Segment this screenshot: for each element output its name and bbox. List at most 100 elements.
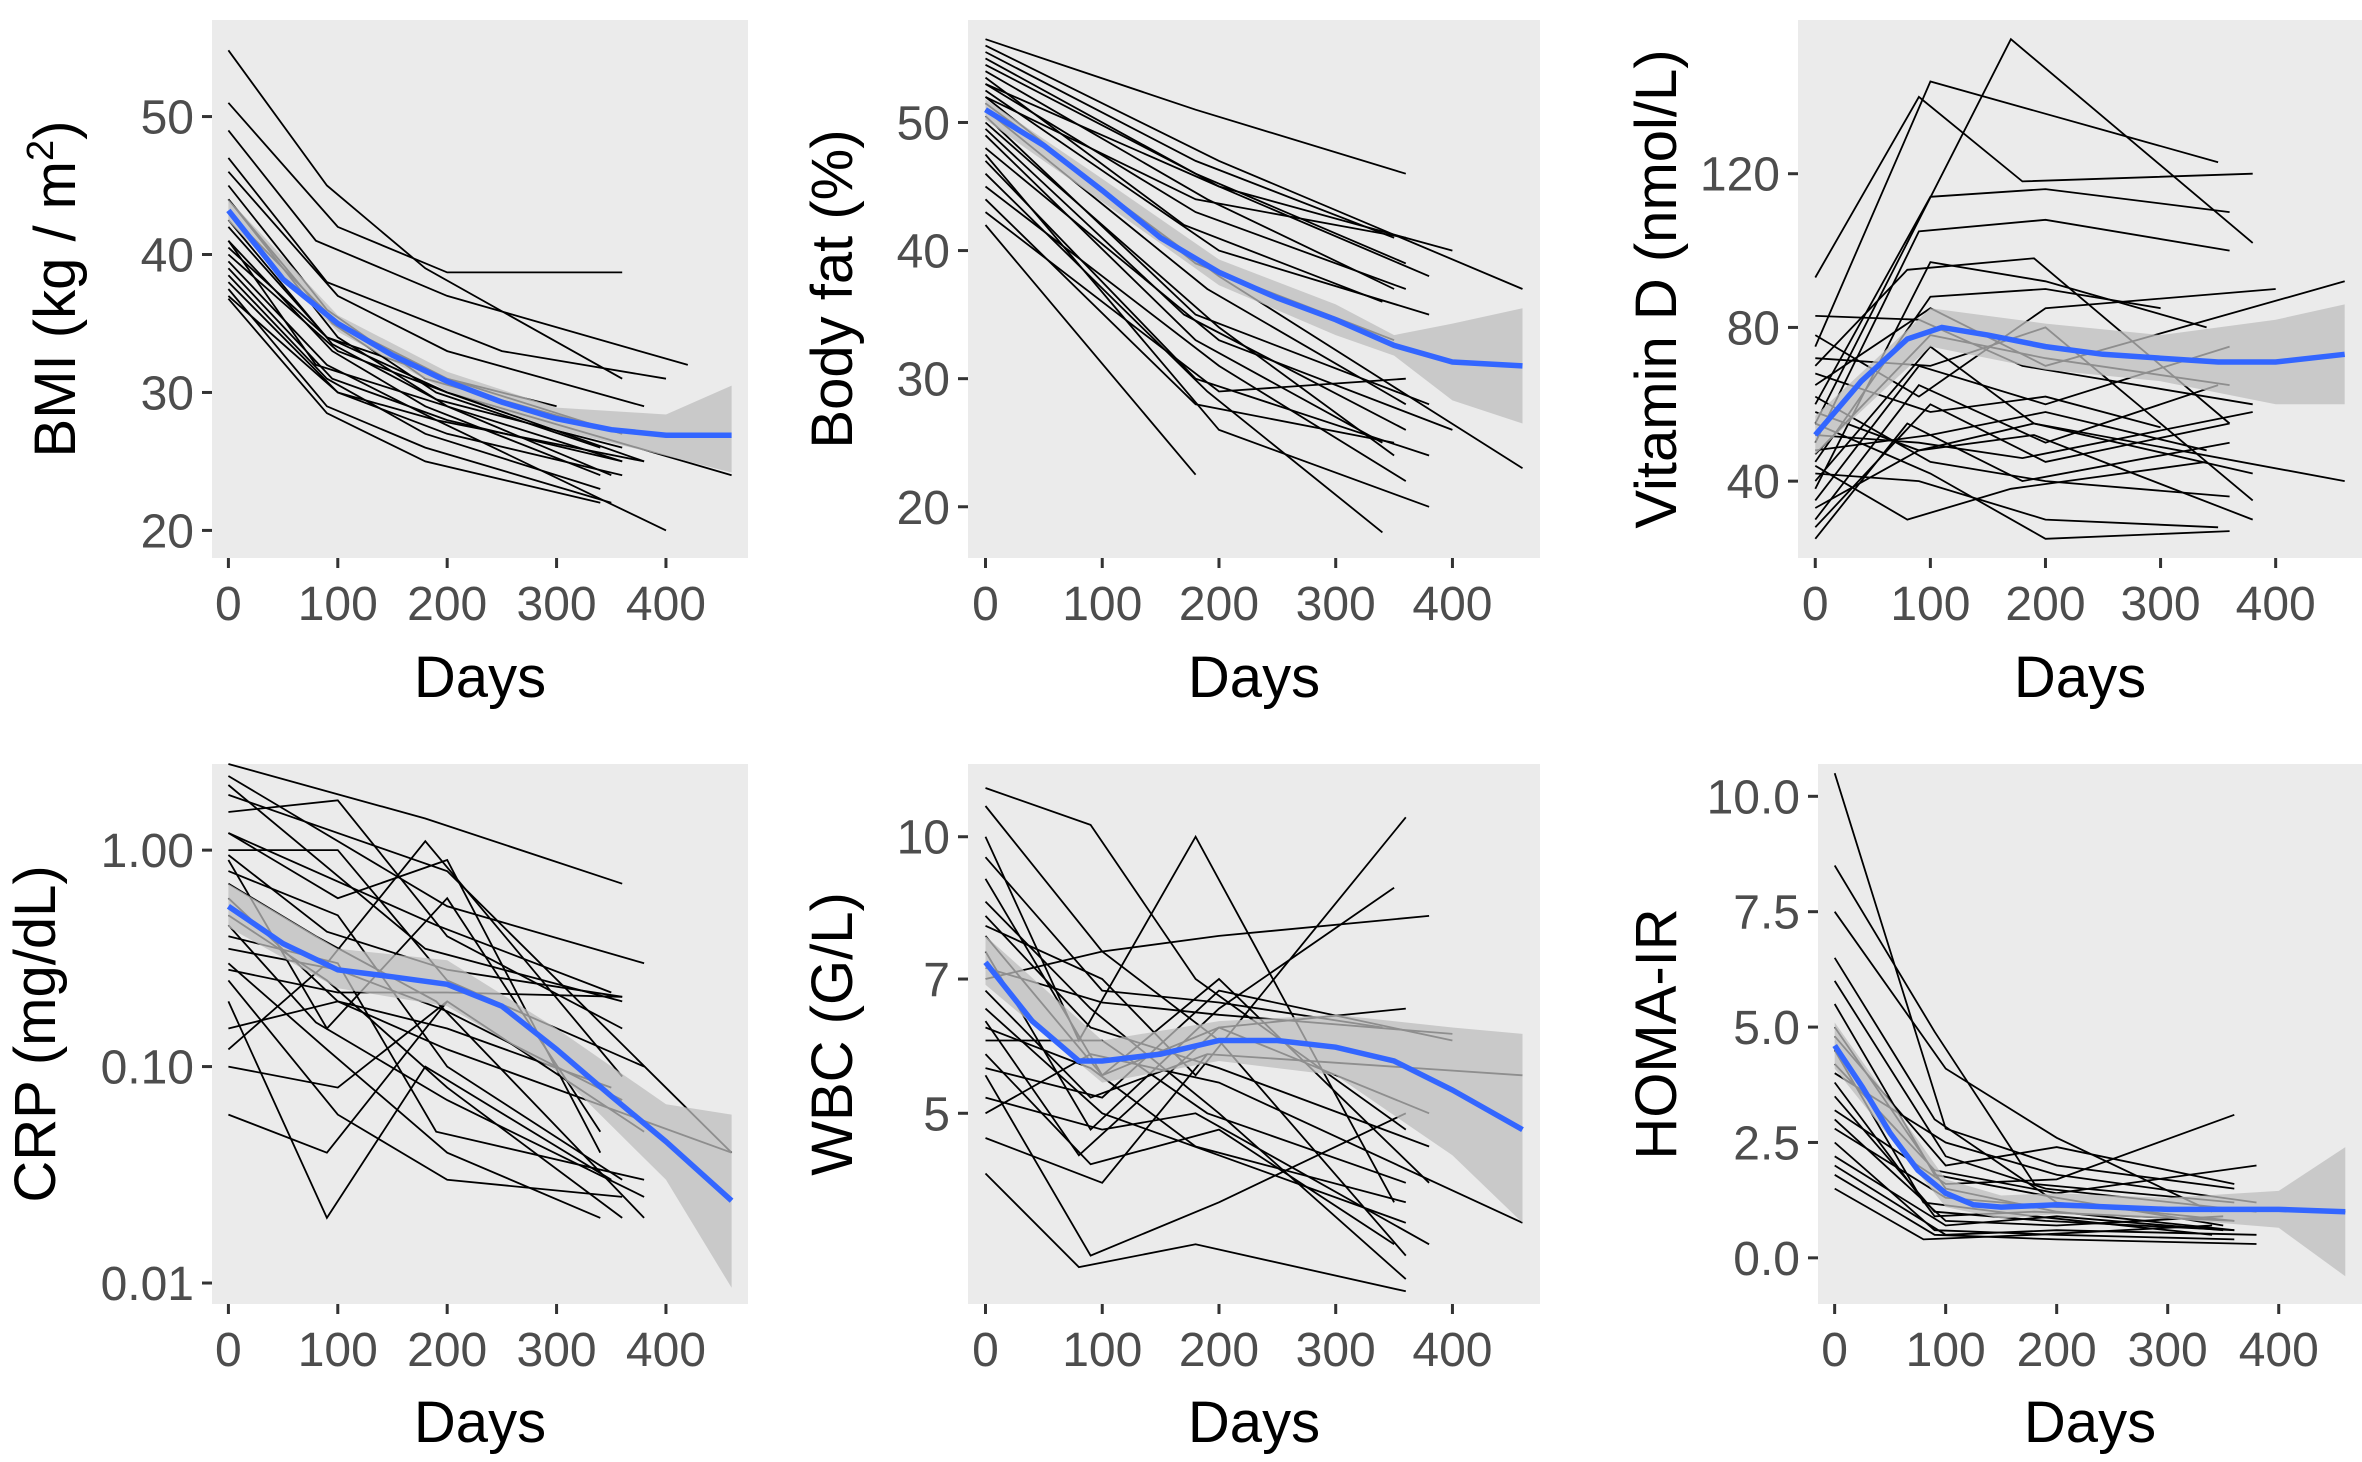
panel-vitamin-d-y-tick-label-2: 120 — [1700, 149, 1780, 202]
panel-body-fat-subject-line-3 — [985, 51, 1395, 239]
panel-bmi-tick-labels: 0 100 200 300 400 20 30 40 50 — [141, 92, 706, 631]
panel-body-fat-x-tick-label-0: 0 — [972, 578, 999, 631]
panel-homa-ir-x-tick-label-300: 300 — [2128, 1324, 2208, 1377]
panel-crp-y-axis-title: CRP (mg/dL) — [3, 865, 68, 1202]
panel-wbc-subject-line-8 — [985, 915, 1430, 980]
panel-homa-ir-subject-line-15 — [1834, 1109, 2235, 1185]
panel-homa-ir-trend-line — [1832, 1043, 2346, 1215]
panel-wbc-subject-line-16 — [985, 1096, 1430, 1246]
panel-vitamin-d-x-tick-label-100: 100 — [1890, 578, 1970, 631]
panel-wbc-subject-line-13 — [984, 1053, 1395, 1246]
panel-body-fat-subject-line-15 — [984, 128, 1407, 431]
panel-vitamin-d-subject-line-3 — [1814, 37, 2254, 424]
panel-wbc-x-tick-label-300: 300 — [1296, 1324, 1376, 1377]
panel-wbc-y-tick-label-1: 7 — [923, 954, 950, 1007]
panel-crp-subject-line-19 — [228, 1000, 645, 1133]
panel-vitamin-d-x-tick-label-200: 200 — [2005, 578, 2085, 631]
panel-homa-ir-y-tick-label-3: 7.5 — [1733, 887, 1800, 940]
panel-crp-y-tick-label-0: 0.01 — [101, 1258, 194, 1311]
panel-crp-y-tick-label-2: 1.00 — [101, 825, 194, 878]
panel-body-fat-x-tick-label-400: 400 — [1412, 578, 1492, 631]
panel-body-fat-subject-line-6 — [985, 70, 1395, 290]
panel-vitamin-d-subject-lines — [1814, 37, 2345, 540]
panel-bmi-subject-line-13 — [227, 267, 623, 463]
panel-body-fat-y-tick-label-2: 40 — [897, 226, 950, 279]
panel-vitamin-d-subject-line-25 — [1814, 422, 2345, 509]
panel-crp-y-tick-label-1: 0.10 — [101, 1042, 194, 1095]
panel-wbc-x-tick-label-0: 0 — [972, 1324, 999, 1377]
panel-bmi-x-tick-label-300: 300 — [517, 578, 597, 631]
panel-crp-subject-line-6 — [228, 832, 612, 994]
panel-homa-ir-subject-line-3 — [1833, 911, 2213, 1213]
panel-wbc-subject-line-6 — [985, 816, 1407, 1077]
panel-wbc-x-tick-label-400: 400 — [1412, 1324, 1492, 1377]
panel-crp-subject-line-15 — [227, 979, 623, 1198]
panel-vitamin-d-subject-line-20 — [1814, 422, 2230, 540]
panel-crp-ticks — [202, 848, 668, 1314]
panel-crp-confidence-ribbon — [228, 883, 732, 1288]
panel-wbc-subject-line-23 — [985, 1026, 1407, 1204]
panel-homa-ir-x-tick-label-100: 100 — [1906, 1324, 1986, 1377]
panel-bmi-trend-line — [226, 208, 732, 438]
panel-bmi-subject-line-1 — [227, 49, 623, 380]
panel-wbc-subject-line-19 — [984, 1172, 1406, 1293]
panel-body-fat-tick-labels: 0 100 200 300 400 20 30 40 50 — [897, 97, 1493, 631]
panel-body-fat-subject-line-18 — [984, 160, 1430, 457]
panel-vitamin-d-x-tick-label-300: 300 — [2121, 578, 2201, 631]
panel-wbc-y-axis-title: WBC (G/L) — [800, 892, 865, 1176]
panel-bmi-subject-line-2 — [227, 102, 623, 274]
panel-bmi-y-tick-label-1: 30 — [141, 367, 194, 420]
panel-crp-x-tick-label-400: 400 — [626, 1324, 706, 1377]
panel-homa-ir: 0 100 200 300 400 0.0 2.5 5.0 7.5 10.0 Days HOMA-… — [1624, 764, 2362, 1455]
panel-bmi-ylabel-part-2: / — [23, 209, 88, 257]
panel-homa-ir-subject-line-10 — [1834, 1095, 2235, 1232]
panel-homa-ir-confidence-ribbon — [1834, 1022, 2346, 1277]
panel-vitamin-d-subject-line-19 — [1815, 472, 2219, 529]
panel-vitamin-d-subject-line-12 — [1814, 345, 2253, 482]
panel-bmi-x-axis-title: Days — [414, 645, 546, 710]
panel-bmi-subject-line-19 — [227, 240, 623, 463]
panel-crp-subject-line-23 — [227, 854, 623, 998]
panel-bmi-subject-line-16 — [227, 288, 612, 504]
panel-body-fat-y-tick-label-1: 30 — [897, 354, 950, 407]
panel-vitamin-d-ticks — [1788, 172, 2278, 568]
panel-body-fat-subject-line-1 — [985, 38, 1407, 175]
panel-wbc-tick-labels: 0 100 200 300 400 5 7 10 — [897, 812, 1493, 1377]
panel-bmi-y-axis-title: BMI (kg / m2) — [20, 121, 88, 458]
panel-crp-subject-line-18 — [228, 1000, 448, 1154]
panel-wbc-ticks — [958, 835, 1454, 1314]
panel-bmi-subject-line-12 — [227, 260, 667, 532]
panel-homa-ir-subject-line-20 — [1834, 1174, 2257, 1245]
panel-body-fat-subject-line-26 — [985, 83, 1453, 252]
panel-crp-x-tick-label-0: 0 — [215, 1324, 242, 1377]
panel-vitamin-d-subject-line-2 — [1814, 80, 2219, 347]
panel-vitamin-d-x-tick-label-400: 400 — [2236, 578, 2316, 631]
panel-body-fat-ticks — [958, 120, 1454, 568]
panel-wbc-subject-line-18 — [985, 1053, 1208, 1184]
panel-bmi-y-tick-label-3: 50 — [141, 92, 194, 145]
panel-body-fat-subject-line-17 — [984, 147, 1453, 431]
panel-bmi-ylabel-part-3: m — [23, 161, 88, 209]
panel-body-fat-subject-line-25 — [985, 96, 1406, 239]
panel-homa-ir-x-tick-label-0: 0 — [1821, 1324, 1848, 1377]
panel-homa-ir-subject-line-2 — [1833, 865, 2235, 1204]
panel-wbc: 0 100 200 300 400 5 7 10 Days WBC (G/L) — [800, 764, 1540, 1455]
panel-vitamin-d-subject-line-4 — [1814, 188, 2230, 405]
panel-bmi-subject-line-22 — [227, 219, 623, 449]
panel-vitamin-d-y-tick-label-1: 80 — [1727, 302, 1780, 355]
panel-body-fat-subject-line-2 — [985, 44, 1523, 290]
panel-homa-ir-ticks — [1808, 794, 2281, 1314]
panel-body-fat-subject-line-13 — [984, 115, 1430, 406]
panel-vitamin-d: 0 100 200 300 400 40 80 120 Days Vitamin D (nmo… — [1624, 20, 2362, 710]
panel-vitamin-d-subject-line-15 — [1814, 422, 2230, 540]
panel-vitamin-d-tick-labels: 0 100 200 300 400 40 80 120 — [1700, 149, 2316, 631]
panel-bmi-subject-line-18 — [227, 298, 601, 504]
panel-body-fat-subject-line-24 — [984, 153, 1430, 508]
panel-vitamin-d-subject-line-21 — [1815, 411, 2253, 460]
panel-bmi-subject-line-4 — [227, 157, 667, 380]
panel-wbc-x-axis-title: Days — [1188, 1390, 1320, 1455]
panel-wbc-subject-line-12 — [985, 1039, 1407, 1184]
panel-body-fat-subject-line-19 — [984, 173, 1383, 534]
panel-wbc-confidence-ribbon — [985, 935, 1523, 1223]
panel-vitamin-d-confidence-ribbon — [1815, 304, 2345, 455]
